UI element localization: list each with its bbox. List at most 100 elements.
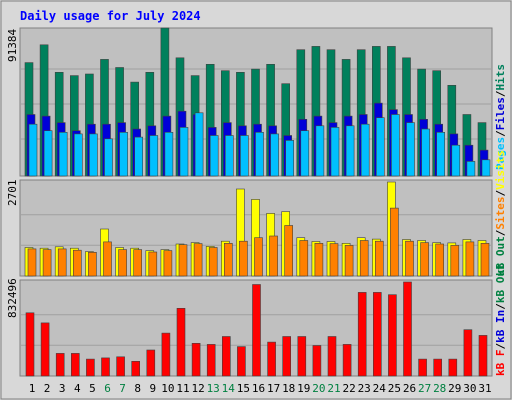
day-label: 5 bbox=[89, 382, 96, 395]
bar-kb-in bbox=[297, 336, 307, 377]
bar-sites bbox=[254, 237, 263, 277]
bar-pages bbox=[345, 125, 355, 177]
bar-kb-in bbox=[327, 336, 337, 377]
day-label: 10 bbox=[161, 382, 174, 395]
bar-sites bbox=[284, 225, 294, 277]
bar-kb-in bbox=[312, 345, 322, 377]
bar-pages bbox=[240, 135, 249, 177]
bar-sites bbox=[359, 240, 369, 277]
bar-kb-in bbox=[161, 332, 171, 377]
bar-sites bbox=[148, 251, 158, 277]
bar-sites bbox=[344, 245, 354, 277]
day-labels: 1 2 3 4 5 6 7 8 9 10 11 12 13 14 15 16 17 18 19 20 21 22 23 24 2… bbox=[29, 382, 492, 395]
bar-kb-in bbox=[86, 358, 95, 377]
top-bars bbox=[24, 27, 491, 177]
legend-pages: Pages bbox=[494, 137, 507, 170]
bar-pages bbox=[255, 132, 264, 177]
chart-title: Daily usage for July 2024 bbox=[20, 9, 201, 23]
bar-pages bbox=[134, 136, 143, 177]
day-label: 28 bbox=[433, 382, 446, 395]
bar-kb-in bbox=[131, 360, 140, 377]
day-label: 14 bbox=[222, 382, 236, 395]
bar-sites bbox=[480, 243, 490, 277]
bar-sites bbox=[208, 247, 218, 277]
bar-pages bbox=[58, 132, 68, 177]
bar-pages bbox=[179, 127, 189, 177]
day-label: 2 bbox=[44, 382, 51, 395]
bar-kb-in bbox=[176, 307, 186, 377]
day-label: 25 bbox=[388, 382, 401, 395]
bar-kb-in bbox=[222, 336, 231, 377]
bar-kb-in bbox=[55, 353, 65, 377]
bar-kb-in bbox=[463, 329, 473, 377]
bar-sites bbox=[57, 248, 67, 277]
bar-kb-in bbox=[191, 342, 201, 377]
bar-sites bbox=[27, 248, 37, 277]
bar-pages bbox=[225, 135, 234, 177]
bar-kb-in bbox=[71, 353, 80, 377]
bar-pages bbox=[149, 135, 159, 177]
bar-kb-in bbox=[101, 357, 110, 377]
bar-pages bbox=[360, 123, 370, 177]
top-scale-label: 91384 bbox=[6, 29, 19, 62]
bar-sites bbox=[118, 249, 127, 277]
bar-sites bbox=[224, 243, 233, 277]
legend-sep: / bbox=[494, 190, 507, 197]
day-label: 30 bbox=[463, 382, 476, 395]
bar-kb-in bbox=[342, 344, 352, 377]
bar-pages bbox=[451, 144, 461, 177]
bar-sites bbox=[420, 242, 429, 277]
day-label: 24 bbox=[373, 382, 387, 395]
bar-pages bbox=[315, 125, 325, 177]
bar-pages bbox=[391, 114, 400, 177]
legend-visits: Visits bbox=[494, 150, 507, 190]
bar-sites bbox=[405, 240, 414, 277]
bar-kb-in bbox=[448, 358, 458, 377]
day-label: 4 bbox=[74, 382, 81, 395]
bar-pages bbox=[104, 138, 113, 177]
bar-sites bbox=[465, 241, 475, 277]
legend-sep: / bbox=[494, 303, 507, 310]
middle-legend: kB Out/Sites/Visits bbox=[494, 150, 507, 276]
bar-kb-in bbox=[388, 294, 397, 377]
day-label: 17 bbox=[267, 382, 280, 395]
bar-sites bbox=[314, 243, 324, 277]
day-label: 8 bbox=[134, 382, 141, 395]
day-label: 13 bbox=[207, 382, 220, 395]
bar-sites bbox=[299, 240, 309, 277]
legend-sep: / bbox=[494, 90, 507, 97]
day-label: 27 bbox=[418, 382, 431, 395]
bar-pages bbox=[466, 161, 476, 177]
legend-sep: / bbox=[494, 130, 507, 137]
bar-pages bbox=[285, 140, 295, 177]
bar-kb-in bbox=[418, 358, 427, 377]
bar-sites bbox=[193, 243, 203, 277]
bar-sites bbox=[73, 249, 82, 277]
bar-kb-in bbox=[252, 284, 261, 377]
bar-sites bbox=[269, 235, 278, 277]
bottom-bars bbox=[25, 281, 488, 377]
day-label: 21 bbox=[327, 382, 340, 395]
legend-kb-in: kB In bbox=[494, 310, 507, 343]
bar-pages bbox=[194, 112, 204, 177]
legend-hits: Hits bbox=[494, 64, 507, 91]
bar-kb-in bbox=[282, 336, 292, 377]
bar-kb-in bbox=[267, 341, 276, 377]
day-label: 18 bbox=[282, 382, 295, 395]
svg-text:kB F/kB In/kB Out: kB F/kB In/kB Out bbox=[494, 263, 507, 376]
bar-pages bbox=[164, 132, 174, 177]
bar-pages bbox=[406, 122, 415, 177]
bar-sites bbox=[88, 252, 97, 277]
bar-sites bbox=[450, 245, 460, 277]
bar-pages bbox=[74, 133, 83, 177]
day-label: 15 bbox=[237, 382, 250, 395]
day-label: 23 bbox=[358, 382, 371, 395]
day-label: 31 bbox=[478, 382, 491, 395]
bar-kb-in bbox=[25, 312, 35, 377]
legend-kb-f: kB F bbox=[494, 350, 507, 377]
legend-sep: / bbox=[494, 343, 507, 350]
bar-pages bbox=[481, 159, 491, 177]
bar-pages bbox=[270, 133, 279, 177]
